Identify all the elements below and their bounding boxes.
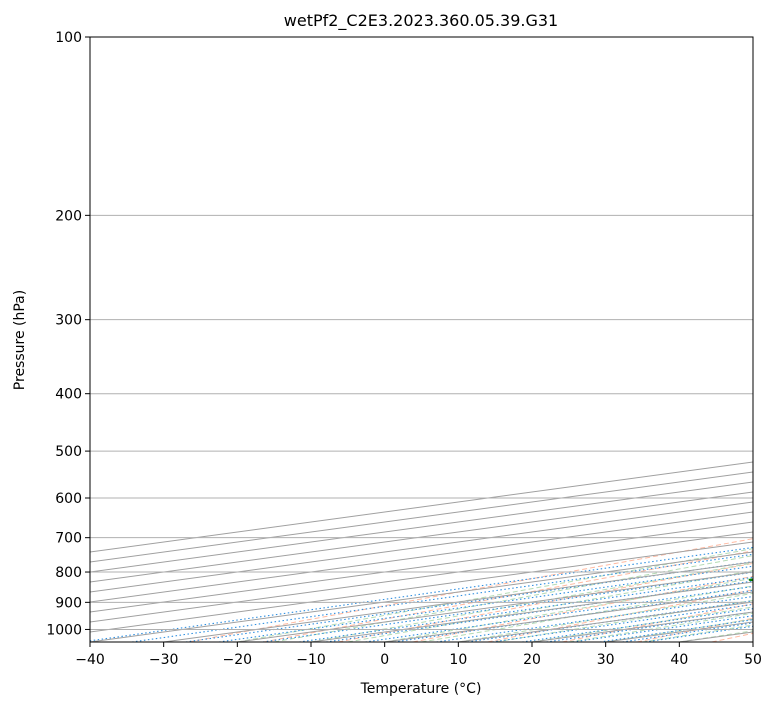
mixing-ratio-line — [90, 546, 753, 642]
x-tick-label: 40 — [670, 652, 688, 668]
isotherm-line — [90, 481, 753, 573]
isotherm-line — [384, 591, 753, 642]
y-tick-label: 600 — [55, 491, 82, 507]
dry-adiabat-line — [487, 589, 753, 642]
x-tick-label: 10 — [449, 652, 467, 668]
moist-adiabat-line — [347, 570, 753, 642]
moist-adiabat-line — [495, 599, 753, 642]
isotherm-line — [90, 551, 753, 642]
moist-adiabat-line — [679, 630, 753, 642]
y-tick-label: 400 — [55, 387, 82, 403]
x-tick-label: −40 — [75, 652, 105, 668]
isotherm-line — [90, 501, 753, 593]
y-tick-label: 700 — [55, 531, 82, 547]
moist-adiabats — [237, 548, 753, 642]
mixing-ratio-line — [522, 608, 753, 642]
y-axis-label: Pressure (hPa) — [12, 290, 28, 390]
x-tick-label: 0 — [380, 652, 389, 668]
x-tick-label: 20 — [523, 652, 541, 668]
dry-adiabat-line — [562, 603, 753, 642]
y-tick-label: 500 — [55, 444, 82, 460]
x-axis-label: Temperature (°C) — [360, 681, 482, 697]
isotherm-line — [310, 581, 753, 642]
isotherm-line — [90, 531, 753, 623]
isotherm-line — [90, 471, 753, 563]
moist-adiabat-line — [310, 562, 753, 642]
moist-adiabat-line — [237, 548, 753, 642]
isotherm-line — [531, 611, 753, 642]
mixing-ratio-line — [492, 603, 753, 642]
isotherm-line — [90, 461, 753, 553]
y-tick-label: 900 — [55, 595, 82, 611]
moist-adiabat-line — [384, 577, 753, 642]
y-tick-label: 800 — [55, 565, 82, 581]
x-tick-label: −20 — [223, 652, 253, 668]
mixing-ratio-line — [436, 595, 753, 642]
moist-adiabat-line — [531, 606, 753, 642]
dry-adiabat-line — [338, 562, 753, 642]
moist-adiabat-line — [458, 592, 753, 642]
y-tick-label: 300 — [55, 313, 82, 329]
isotherm-line — [90, 521, 753, 613]
isotherm-line — [752, 641, 753, 642]
x-tick-label: 50 — [744, 652, 762, 668]
y-axis-ticks: 100 200 300 400 500 600 700 800 900 1000 — [46, 30, 90, 638]
isotherm-line — [605, 621, 753, 642]
mixing-ratio-line — [131, 553, 753, 642]
y-tick-label: 200 — [55, 208, 82, 224]
x-tick-label: −10 — [296, 652, 326, 668]
dry-adiabat-line — [711, 632, 753, 642]
isotherm-line — [90, 511, 753, 603]
dry-adiabat-line — [263, 550, 753, 642]
chart-title: wetPf2_C2E3.2023.360.05.39.G31 — [284, 11, 558, 31]
isotherms — [90, 461, 753, 642]
plot-frame — [89, 36, 754, 643]
moist-adiabat-line — [274, 555, 753, 642]
pressure-gridlines — [90, 37, 753, 630]
isotherm-line — [90, 541, 753, 633]
x-tick-label: 30 — [597, 652, 615, 668]
moist-adiabat-line — [421, 585, 753, 642]
isotherm-line — [90, 491, 753, 583]
moist-adiabat-line — [568, 612, 753, 642]
x-tick-label: −30 — [149, 652, 179, 668]
x-axis-ticks: −40 −30 −20 −10 0 10 20 30 40 50 — [75, 642, 762, 668]
dry-adiabat-line — [636, 617, 753, 642]
y-tick-label: 1000 — [46, 622, 82, 638]
y-tick-label: 100 — [55, 30, 82, 46]
moist-adiabat-line — [605, 618, 753, 642]
isotherm-line — [679, 631, 753, 642]
